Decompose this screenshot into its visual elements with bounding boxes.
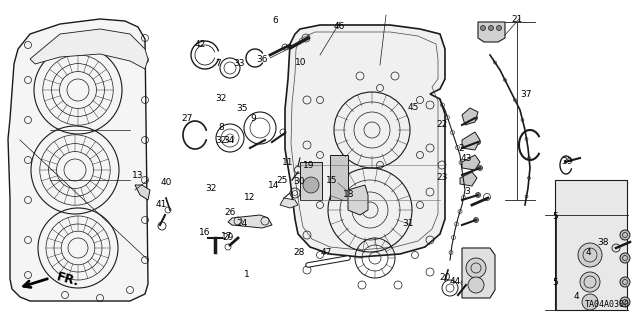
Text: 1: 1 [244,270,249,279]
Polygon shape [462,132,480,150]
Text: 4: 4 [573,292,579,301]
Text: 40: 40 [161,178,172,187]
Circle shape [497,26,502,31]
Text: 5: 5 [553,278,558,287]
Polygon shape [8,19,148,301]
Text: 6: 6 [273,16,278,25]
Text: 7: 7 [215,59,220,68]
Text: 3: 3 [465,187,470,196]
Text: TA04A0300: TA04A0300 [585,300,630,309]
Text: 28: 28 [294,248,305,256]
Text: 5: 5 [553,212,558,221]
Text: 34: 34 [223,136,235,145]
Text: 12: 12 [244,193,255,202]
Circle shape [620,253,630,263]
Circle shape [477,166,483,170]
Polygon shape [462,155,480,170]
Circle shape [466,258,486,278]
Text: 21: 21 [511,15,523,24]
Text: 2: 2 [458,144,463,153]
Text: 46: 46 [333,22,345,31]
Text: 32: 32 [205,184,217,193]
Circle shape [468,277,484,293]
Text: 43: 43 [460,154,472,163]
Circle shape [474,218,479,222]
Text: 14: 14 [268,181,280,189]
Text: 18: 18 [343,190,355,199]
Circle shape [578,243,602,267]
Text: FR.: FR. [55,271,81,289]
Text: 15: 15 [326,176,337,185]
Bar [555,180,627,310]
Polygon shape [228,215,272,228]
Polygon shape [280,198,298,208]
Polygon shape [285,25,445,257]
Text: 26: 26 [225,208,236,217]
Text: 38: 38 [597,238,609,247]
Polygon shape [478,22,505,42]
Text: 33: 33 [233,59,244,68]
Text: 29: 29 [222,233,234,242]
Circle shape [472,115,477,121]
Text: 30: 30 [294,177,305,186]
Polygon shape [30,29,148,69]
Text: 16: 16 [199,228,211,237]
Text: 11: 11 [282,158,294,167]
Circle shape [303,177,319,193]
Text: 27: 27 [181,114,193,122]
Text: 36: 36 [257,55,268,63]
Text: 31: 31 [403,219,414,228]
Circle shape [620,230,630,240]
Circle shape [476,192,481,197]
Circle shape [582,294,598,310]
Text: 32: 32 [215,136,227,145]
Text: 9: 9 [250,114,255,122]
Polygon shape [462,248,495,298]
Text: 39: 39 [561,157,573,166]
Circle shape [580,272,600,292]
Text: 25: 25 [276,176,287,185]
Circle shape [488,26,493,31]
Text: 45: 45 [407,103,419,112]
Text: 32: 32 [215,94,227,103]
Polygon shape [460,172,477,186]
Text: 4: 4 [586,248,591,256]
Text: 8: 8 [218,123,223,132]
Text: 47: 47 [321,248,332,256]
Text: 22: 22 [436,120,447,129]
Text: 19: 19 [303,161,314,170]
Text: 35: 35 [236,104,248,113]
Circle shape [481,26,486,31]
Circle shape [620,277,630,287]
Polygon shape [462,108,478,125]
Text: 17: 17 [221,232,233,241]
Text: 44: 44 [450,277,461,286]
Text: 13: 13 [132,171,143,180]
Text: 42: 42 [195,40,206,49]
Text: 37: 37 [520,90,532,99]
Circle shape [620,297,630,307]
Text: 10: 10 [295,58,307,67]
Text: 23: 23 [436,173,447,182]
Circle shape [476,139,481,145]
Polygon shape [348,185,368,215]
Text: 20: 20 [439,273,451,282]
Text: 24: 24 [236,219,248,228]
Bar [330,155,348,200]
Bar [300,162,322,200]
Polygon shape [135,185,150,200]
Text: 41: 41 [156,200,167,209]
